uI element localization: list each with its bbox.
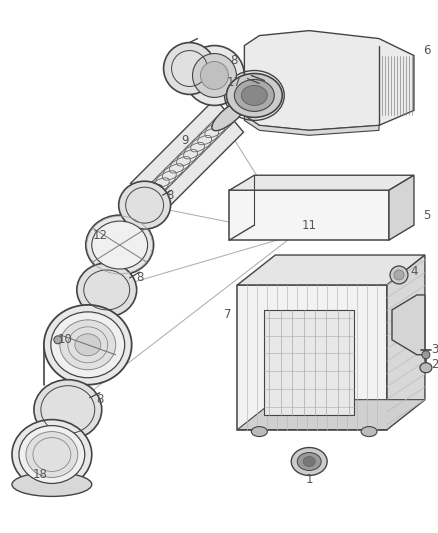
Ellipse shape <box>241 85 267 106</box>
Text: 5: 5 <box>423 208 431 222</box>
Polygon shape <box>131 99 244 217</box>
Ellipse shape <box>86 215 154 275</box>
Ellipse shape <box>51 312 125 378</box>
Ellipse shape <box>19 425 85 483</box>
Ellipse shape <box>127 185 162 215</box>
Ellipse shape <box>119 181 170 229</box>
Ellipse shape <box>234 79 274 111</box>
Polygon shape <box>237 400 425 430</box>
Text: 8: 8 <box>166 189 173 201</box>
Text: 7: 7 <box>224 309 231 321</box>
Ellipse shape <box>12 419 92 489</box>
Text: 4: 4 <box>410 265 418 278</box>
Text: 18: 18 <box>32 468 47 481</box>
Ellipse shape <box>212 100 247 131</box>
Text: 1: 1 <box>305 473 313 486</box>
Polygon shape <box>387 255 425 430</box>
Ellipse shape <box>303 457 315 466</box>
Ellipse shape <box>394 270 404 280</box>
Polygon shape <box>244 30 414 131</box>
Text: 12: 12 <box>92 229 107 241</box>
Ellipse shape <box>361 426 377 437</box>
Text: 8: 8 <box>96 393 103 406</box>
Ellipse shape <box>92 221 148 269</box>
Text: 6: 6 <box>423 44 431 57</box>
Ellipse shape <box>390 266 408 284</box>
Text: 9: 9 <box>181 134 188 147</box>
Text: 8: 8 <box>136 271 143 285</box>
Ellipse shape <box>193 53 237 98</box>
Ellipse shape <box>420 363 432 373</box>
Ellipse shape <box>26 432 78 478</box>
Polygon shape <box>237 255 425 285</box>
Text: 10: 10 <box>57 333 72 346</box>
Text: 11: 11 <box>302 219 317 232</box>
Polygon shape <box>230 175 414 190</box>
Polygon shape <box>237 285 387 430</box>
Polygon shape <box>392 295 425 355</box>
Polygon shape <box>230 190 389 240</box>
Ellipse shape <box>297 453 321 471</box>
Ellipse shape <box>291 448 327 475</box>
Ellipse shape <box>201 61 229 90</box>
Ellipse shape <box>251 426 267 437</box>
Ellipse shape <box>34 379 102 440</box>
Ellipse shape <box>163 43 215 94</box>
Polygon shape <box>244 115 379 135</box>
Polygon shape <box>389 175 414 240</box>
Ellipse shape <box>226 74 282 117</box>
Ellipse shape <box>54 336 62 344</box>
Polygon shape <box>264 310 354 415</box>
Text: 8: 8 <box>231 54 238 67</box>
Ellipse shape <box>12 472 92 496</box>
Text: 2: 2 <box>431 358 438 372</box>
Text: 3: 3 <box>431 343 438 356</box>
Ellipse shape <box>422 351 430 359</box>
Ellipse shape <box>60 320 116 370</box>
Ellipse shape <box>75 334 101 356</box>
Ellipse shape <box>184 45 244 106</box>
Ellipse shape <box>44 305 132 385</box>
Text: 17: 17 <box>227 76 242 89</box>
Ellipse shape <box>77 263 137 317</box>
